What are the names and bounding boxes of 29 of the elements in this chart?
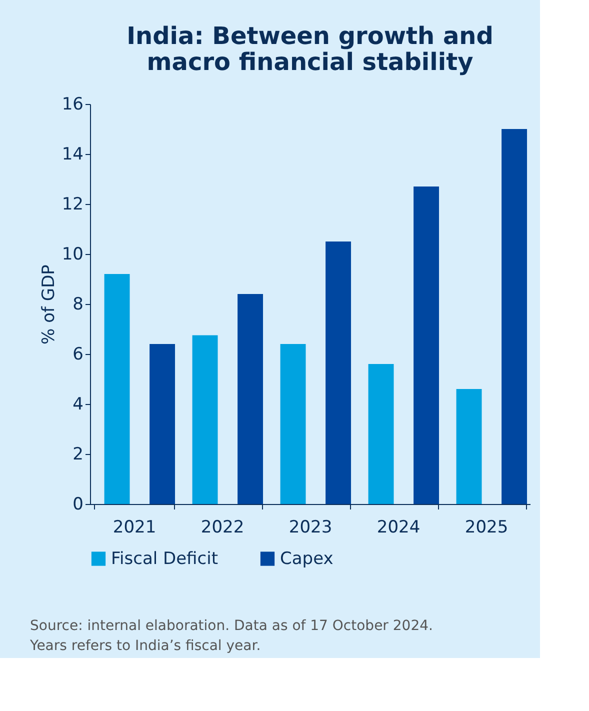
bar <box>104 274 130 504</box>
legend-label: Capex <box>280 548 334 569</box>
y-axis-title: % of GDP <box>38 264 59 344</box>
bar <box>502 129 528 504</box>
y-tick-label: 12 <box>62 194 84 214</box>
chart-title: India: Between growth and macro financial stability <box>126 22 494 76</box>
bar <box>414 186 440 504</box>
x-tick-label: 2025 <box>464 518 508 538</box>
y-tick-label: 4 <box>72 394 84 414</box>
y-tick-label: 16 <box>62 94 84 114</box>
x-tick-label: 2023 <box>288 518 332 538</box>
bar <box>456 389 482 504</box>
y-tick-label: 14 <box>62 144 84 164</box>
bar <box>280 344 306 504</box>
y-tick-label: 0 <box>72 494 84 514</box>
y-tick-label: 10 <box>62 244 84 264</box>
x-tick-label: 2021 <box>112 518 156 538</box>
y-tick-label: 2 <box>72 444 84 464</box>
x-tick-label: 2022 <box>200 518 244 538</box>
y-tick-label: 8 <box>72 294 84 314</box>
source-note: Source: internal elaboration. Data as of 17 October 2024. Years refers to India’s fiscal year. <box>29 618 433 654</box>
x-tick-label: 2024 <box>376 518 420 538</box>
bar <box>192 335 218 504</box>
bar <box>326 242 352 504</box>
y-tick-label: 6 <box>72 344 84 364</box>
legend-label: Fiscal Deficit <box>111 548 218 569</box>
bar <box>238 294 264 504</box>
bar <box>150 344 176 504</box>
bar <box>368 364 394 504</box>
